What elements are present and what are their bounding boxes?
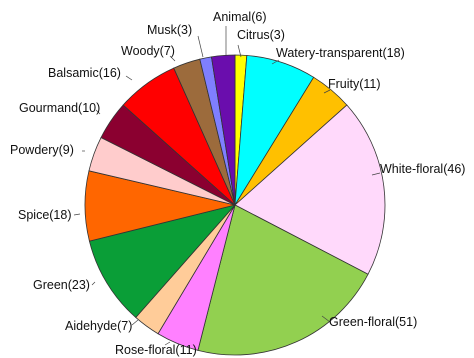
pie-leader-lines — [73, 26, 381, 346]
leader-line-balsamic — [125, 75, 133, 81]
leader-line-fruity — [323, 89, 331, 94]
leader-line-musk — [197, 35, 204, 58]
slice-label-green-floral: Green-floral(51) — [329, 315, 417, 329]
slice-label-green: Green(23) — [33, 278, 90, 292]
slice-label-rose-floral: Rose-floral(11) — [115, 343, 197, 357]
leader-line-citrus — [237, 44, 242, 58]
pie-slice-animal — [210, 54, 236, 206]
slice-label-aidehyde: Aidehyde(7) — [65, 319, 132, 333]
pie-labels: Citrus(3) Watery-transparent(18) Fruity(11… — [10, 10, 465, 357]
slice-label-powdery: Powdery(9) — [10, 143, 74, 157]
slice-label-musk: Musk(3) — [147, 23, 192, 37]
leader-line-aidehyde — [131, 319, 139, 326]
slice-label-woody: Woody(7) — [121, 44, 175, 58]
slice-label-balsamic: Balsamic(16) — [48, 66, 121, 80]
pie-slice-white-floral — [234, 104, 386, 275]
slice-label-watery-transparent: Watery-transparent(18) — [276, 46, 405, 60]
leader-line-gourmand — [95, 109, 101, 115]
slice-label-spice: Spice(18) — [18, 208, 72, 222]
slice-label-white-floral: White-floral(46) — [380, 162, 465, 176]
leader-line-white-floral — [371, 172, 381, 176]
leader-line-green-floral — [321, 315, 331, 323]
leader-line-green — [91, 281, 96, 286]
slice-label-animal: Animal(6) — [213, 10, 267, 24]
pie-slice-green-floral — [197, 204, 369, 356]
leader-line-rose-floral — [164, 341, 171, 346]
slice-label-citrus: Citrus(3) — [237, 28, 285, 42]
leader-line-woody — [169, 55, 176, 62]
leader-line-watery-transparent — [271, 59, 280, 65]
leader-line-spice — [73, 213, 81, 216]
pie-slices — [84, 54, 386, 356]
slice-label-fruity: Fruity(11) — [328, 77, 381, 91]
pie-slice-green — [88, 204, 237, 319]
slice-label-gourmand: Gourmand(10) — [19, 101, 100, 115]
